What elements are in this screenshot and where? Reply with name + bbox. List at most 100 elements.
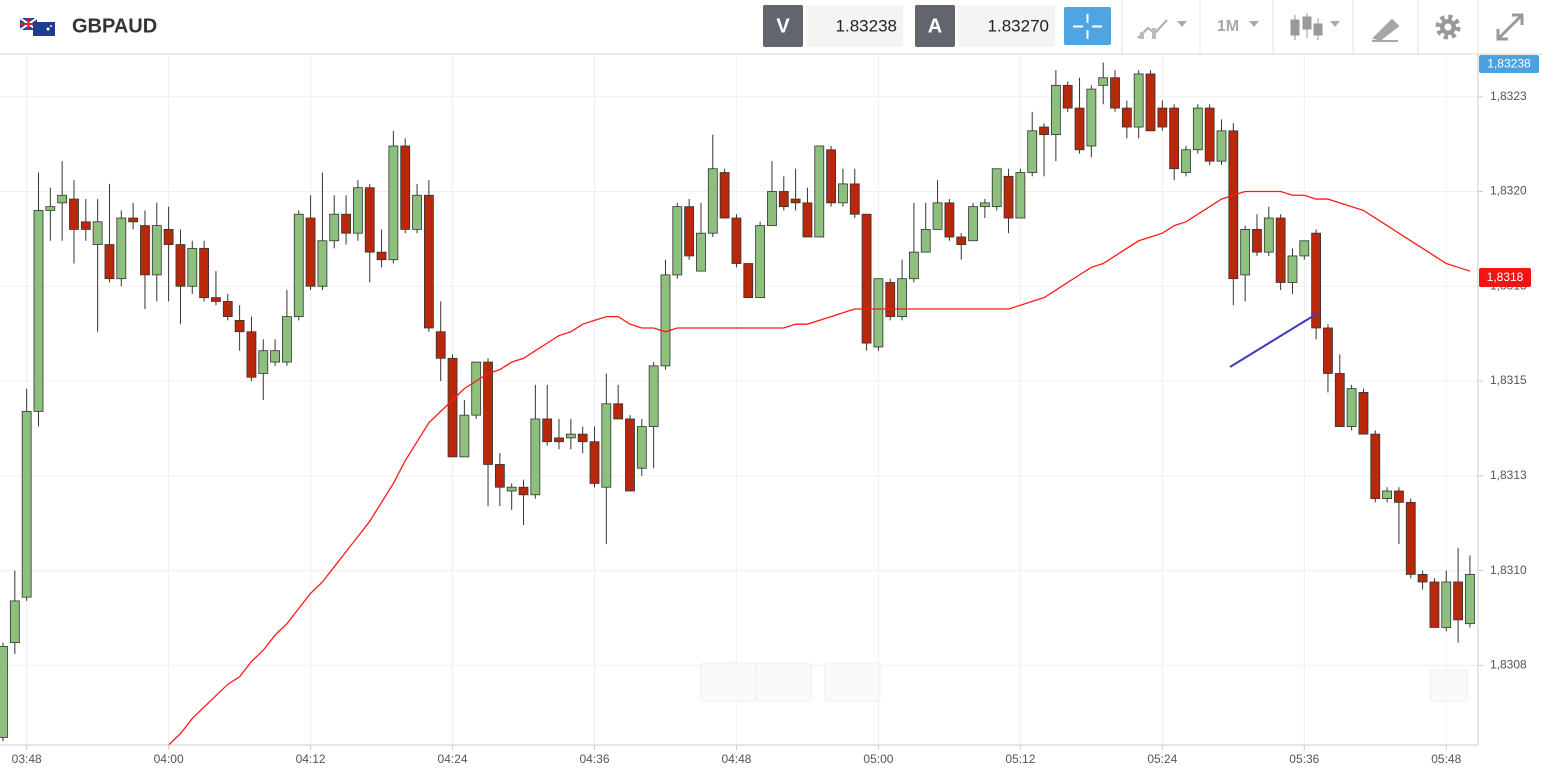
candle-body: [849, 183, 860, 215]
candle-body: [246, 331, 257, 378]
x-tick-label: 04:12: [296, 752, 326, 766]
x-tick-label: 05:36: [1289, 752, 1319, 766]
draw-tool-button[interactable]: [1372, 18, 1400, 42]
trend-line-drawing[interactable]: [1229, 312, 1319, 368]
candle-body: [293, 213, 304, 317]
candle-body: [447, 357, 458, 458]
candle-body: [1169, 107, 1180, 170]
candle-body: [1394, 490, 1404, 503]
candle-body: [45, 206, 56, 211]
candle-body: [1015, 172, 1026, 219]
candle-body: [826, 149, 836, 204]
candle-body: [151, 225, 162, 276]
candle-body: [802, 202, 813, 238]
candle-body: [1216, 130, 1227, 162]
candle-body: [601, 403, 612, 488]
candle-body: [175, 244, 186, 287]
candle-body: [767, 191, 777, 227]
candle-body: [506, 486, 517, 492]
candle-style-button[interactable]: [1290, 13, 1340, 40]
candle-body: [589, 441, 600, 484]
candle-body: [1334, 373, 1345, 427]
price-tag-label: 1,83238: [1487, 57, 1531, 71]
candle-body: [423, 194, 434, 329]
candle-body: [400, 145, 411, 230]
candle-body: [376, 251, 387, 261]
bid-badge[interactable]: [763, 5, 803, 47]
candle-body: [565, 433, 576, 439]
candle-body: [1086, 88, 1097, 147]
ask-price: 1.83270: [988, 16, 1049, 35]
candle-body: [1275, 217, 1286, 283]
fullscreen-button[interactable]: [1496, 13, 1524, 41]
candle-body: [1465, 573, 1475, 625]
candle-body: [1157, 107, 1168, 128]
x-tick-label: 05:48: [1431, 752, 1461, 766]
candle-body: [778, 191, 789, 208]
candle-body: [9, 600, 20, 644]
candle-body: [979, 202, 990, 208]
candle-body: [1252, 228, 1262, 253]
settings-button[interactable]: [1435, 14, 1461, 40]
candle-body: [21, 410, 32, 598]
x-tick-label: 05:00: [863, 752, 893, 766]
candle-body: [696, 232, 706, 272]
candle-body: [944, 202, 955, 238]
candle-body: [1405, 501, 1416, 575]
candle-body: [483, 361, 493, 465]
candle-body: [1240, 228, 1251, 276]
y-tick-label: 1,8323: [1490, 89, 1527, 103]
x-tick-label: 05:24: [1147, 752, 1177, 766]
candle-body: [317, 240, 328, 287]
nav-button[interactable]: [700, 662, 757, 702]
candle-body: [885, 282, 896, 317]
bid-box[interactable]: [806, 5, 903, 47]
candle-body: [1323, 327, 1333, 374]
ask-box[interactable]: [958, 5, 1055, 47]
candle-body: [435, 331, 446, 359]
candle-body: [128, 217, 139, 223]
candle-body: [1039, 126, 1049, 136]
candle-body: [459, 414, 470, 458]
candle-body: [1204, 107, 1215, 162]
candle-body: [731, 217, 742, 264]
chart-type-button[interactable]: [1137, 19, 1187, 39]
candle-body: [838, 183, 848, 204]
candle-body: [1133, 73, 1144, 128]
candle-body: [1287, 255, 1298, 283]
candle-body: [1429, 581, 1440, 628]
crosshair-button[interactable]: [1064, 7, 1111, 45]
candle-body: [471, 361, 482, 416]
candle-body: [613, 403, 624, 420]
y-tick-label: 1,8310: [1490, 563, 1527, 577]
nav-button[interactable]: [1429, 669, 1468, 702]
candle-body: [494, 464, 505, 488]
candle-body: [1311, 232, 1322, 329]
nav-button[interactable]: [824, 662, 881, 702]
candle-body: [1181, 149, 1191, 173]
candle-body: [968, 206, 978, 242]
candle-body: [199, 247, 210, 299]
nav-button[interactable]: [755, 662, 812, 702]
candle-body: [1145, 73, 1156, 132]
candle-body: [530, 418, 541, 496]
candle-body: [814, 145, 825, 238]
candle-body: [258, 350, 269, 374]
plot: [0, 62, 1475, 746]
candle-body: [270, 350, 280, 363]
timeframe[interactable]: 1M: [1217, 18, 1239, 35]
candle-body: [1228, 130, 1239, 280]
candle-body: [57, 194, 68, 204]
candle-body: [1382, 490, 1393, 499]
timeframe-caret: [1249, 21, 1259, 27]
candle-body: [660, 274, 671, 367]
candle-body: [909, 251, 919, 280]
candle-body: [672, 206, 683, 276]
candle-body: [636, 426, 647, 469]
candle-body: [116, 217, 127, 280]
candle-body: [743, 263, 754, 299]
ask-badge[interactable]: [915, 5, 955, 47]
candle-body: [163, 228, 174, 245]
